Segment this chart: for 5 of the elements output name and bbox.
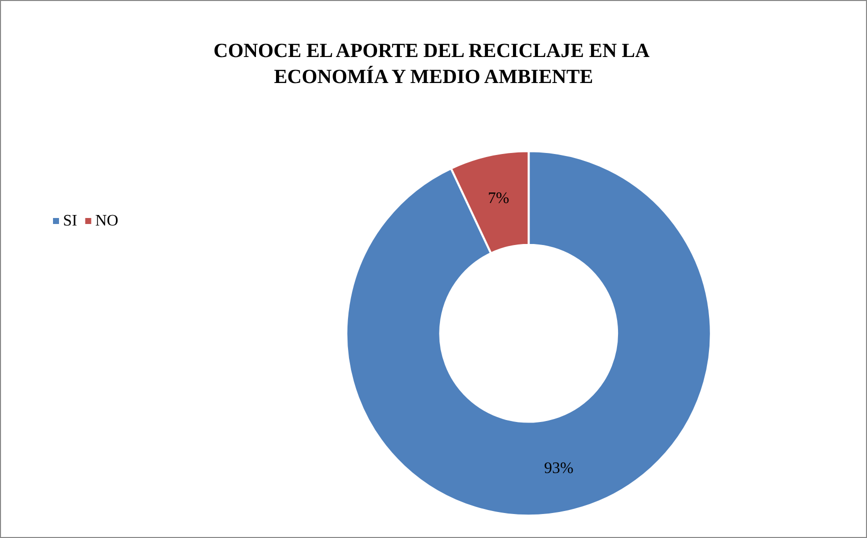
chart-title: CONOCE EL APORTE DEL RECICLAJE EN LA ECONOMÍA Y MEDIO AMBIENTE xyxy=(214,40,654,88)
legend-label: SI xyxy=(63,212,78,230)
data-label: 93% xyxy=(544,460,574,477)
legend-label: NO xyxy=(95,212,118,230)
data-label: 7% xyxy=(488,190,510,207)
